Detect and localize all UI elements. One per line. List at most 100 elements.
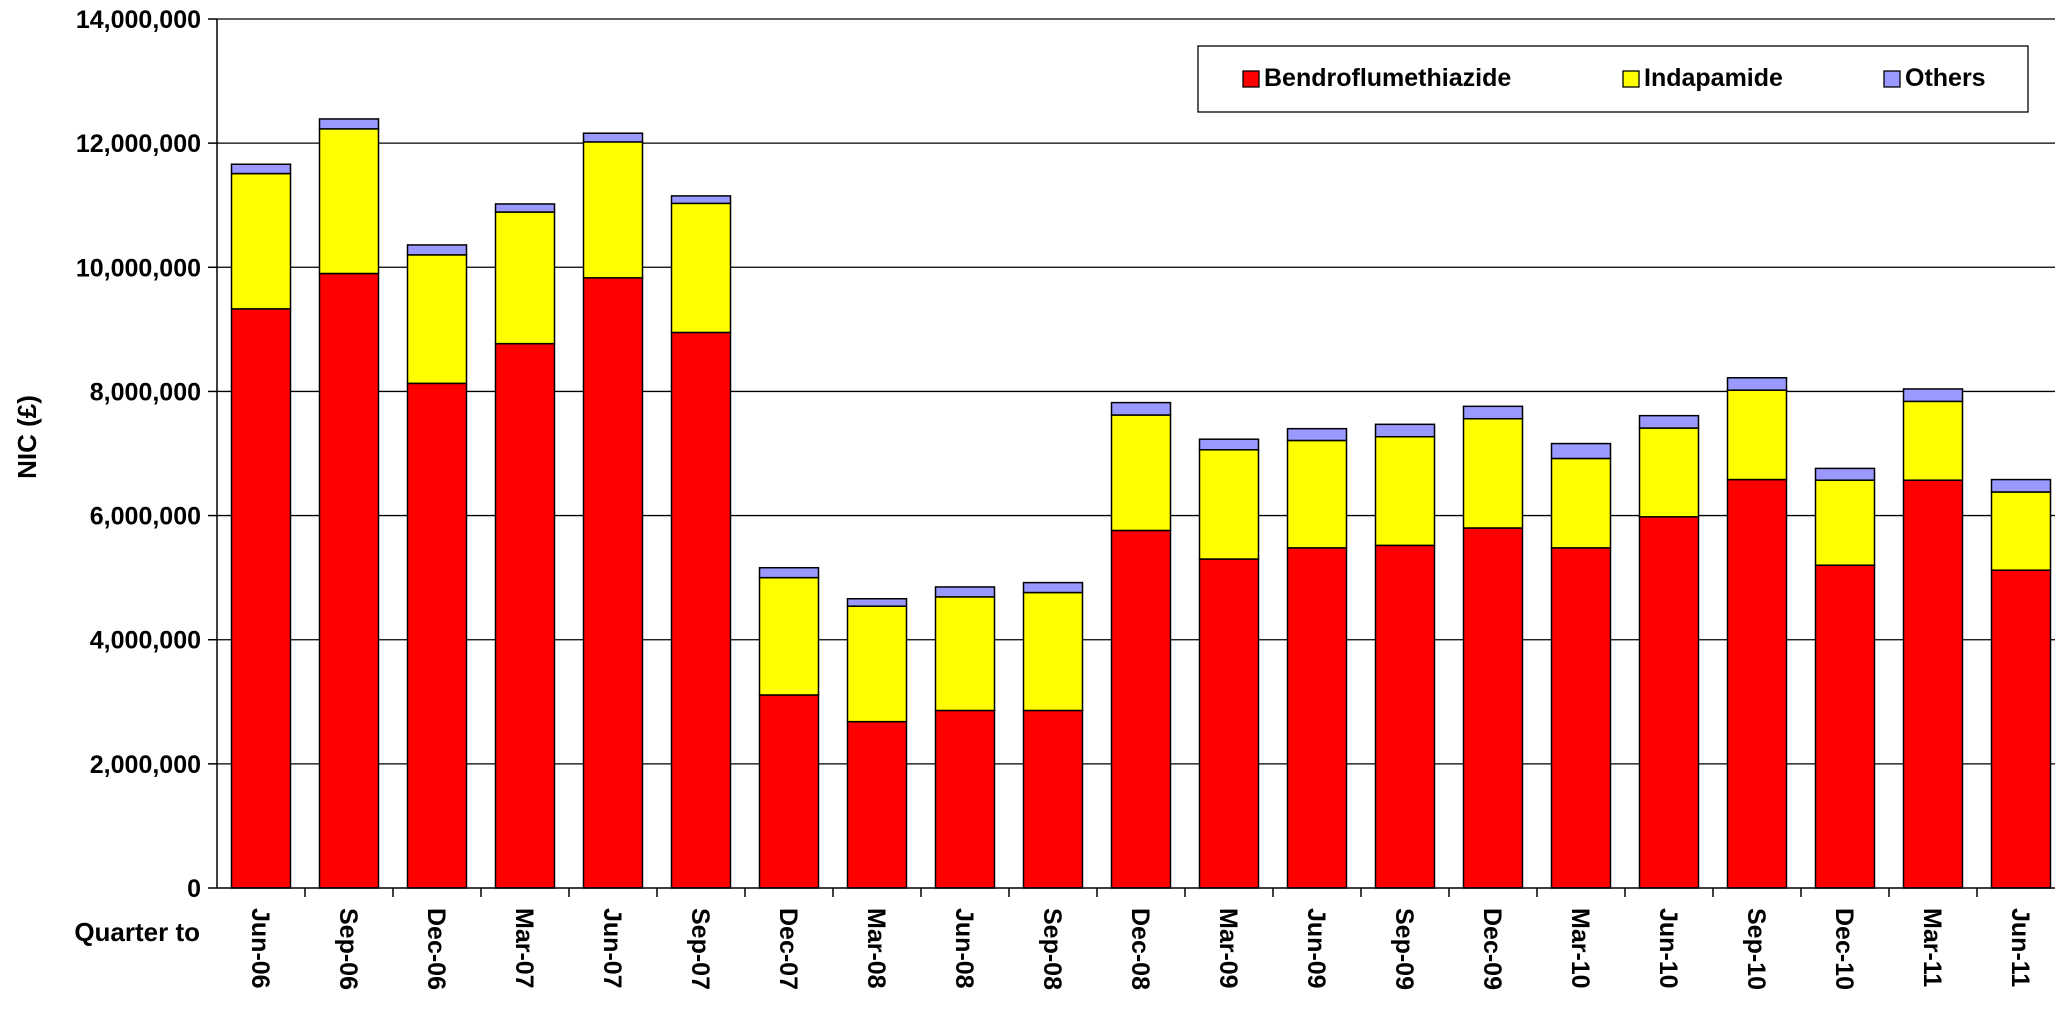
bar-segment	[318, 118, 380, 130]
x-tick-label: Mar-09	[1214, 908, 1242, 989]
bar-segment	[846, 597, 908, 607]
y-tick-label: 12,000,000	[76, 130, 201, 158]
bar-segment	[1110, 529, 1172, 889]
y-tick-label: 4,000,000	[90, 627, 201, 655]
x-tick-label: Dec-10	[1830, 908, 1858, 990]
bars	[230, 118, 2052, 889]
bar-segment	[758, 576, 820, 696]
x-tick-label: Sep-08	[1038, 908, 1066, 990]
bar-segment	[1286, 547, 1348, 889]
bar-segment	[1374, 544, 1436, 889]
bar-segment	[406, 382, 468, 889]
bar-segment	[670, 202, 732, 334]
bar-segment	[1550, 547, 1612, 889]
bar-segment	[1022, 581, 1084, 594]
bar-segment	[1022, 709, 1084, 889]
bar-segment	[1814, 564, 1876, 889]
x-tick-label: Jun-11	[2006, 908, 2034, 987]
legend-swatch	[1622, 70, 1640, 88]
bar-segment	[1638, 414, 1700, 429]
x-tick-label: Jun-09	[1302, 908, 1330, 989]
bar-segment	[1374, 435, 1436, 547]
bar-segment	[846, 605, 908, 723]
bar-segment	[494, 211, 556, 345]
legend-swatch	[1242, 70, 1260, 88]
x-tick-label: Jun-10	[1654, 908, 1682, 989]
bar-segment	[582, 132, 644, 143]
bar-segment	[318, 272, 380, 889]
legend-label: Others	[1905, 64, 1986, 92]
bar-segment	[934, 586, 996, 598]
bar-segment	[1110, 414, 1172, 532]
legend-label: Indapamide	[1644, 64, 1783, 92]
x-tick-label: Mar-07	[510, 908, 538, 989]
x-tick-label: Jun-06	[246, 908, 274, 989]
bar-segment	[230, 172, 292, 310]
bar-segment	[1814, 479, 1876, 566]
legend-label: Bendroflumethiazide	[1264, 64, 1511, 92]
bar-segment	[1726, 389, 1788, 481]
bar-segment	[1990, 491, 2052, 571]
bar-segment	[494, 203, 556, 213]
y-tick-label: 0	[187, 875, 201, 903]
x-tick-label: Sep-07	[686, 908, 714, 990]
x-tick-label: Mar-10	[1566, 908, 1594, 989]
bar-segment	[1022, 591, 1084, 712]
legend-swatch	[1883, 70, 1901, 88]
bar-segment	[406, 244, 468, 256]
bar-segment	[1198, 438, 1260, 451]
y-axis-label: NIC (£)	[12, 395, 42, 479]
bar-segment	[1902, 400, 1964, 481]
bar-segment	[934, 596, 996, 712]
y-tick-label: 8,000,000	[90, 378, 201, 406]
bar-segment	[1638, 427, 1700, 518]
x-tick-label: Sep-09	[1390, 908, 1418, 990]
x-tick-label: Dec-09	[1478, 908, 1506, 990]
bar-segment	[1990, 569, 2052, 889]
y-tick-label: 10,000,000	[76, 254, 201, 282]
axes: 0 2,000,000 4,000,000 6,000,000 8,000,000 10,…	[76, 6, 2055, 990]
x-tick-label: Mar-11	[1918, 908, 1946, 987]
bar-segment	[1462, 417, 1524, 529]
bar-segment	[1902, 388, 1964, 403]
bar-segment	[1110, 401, 1172, 416]
bar-segment	[1286, 427, 1348, 442]
x-tick-label: Dec-08	[1126, 908, 1154, 990]
bar-segment	[1198, 449, 1260, 560]
bar-segment	[1902, 479, 1964, 889]
bar-segment	[1726, 377, 1788, 391]
bar-segment	[582, 141, 644, 279]
x-tick-label: Dec-06	[422, 908, 450, 990]
bar-segment	[1550, 442, 1612, 460]
bar-segment	[846, 720, 908, 889]
bar-segment	[494, 342, 556, 889]
bar-segment	[670, 195, 732, 205]
bar-segment	[758, 566, 820, 579]
x-tick-label: Jun-08	[950, 908, 978, 989]
bar-segment	[1990, 478, 2052, 493]
bar-segment	[1286, 439, 1348, 549]
x-tick-label: Sep-06	[334, 908, 362, 990]
x-tick-label: Dec-07	[774, 908, 802, 990]
bar-segment	[1462, 527, 1524, 889]
bar-segment	[406, 254, 468, 385]
bar-segment	[1198, 558, 1260, 889]
bar-segment	[1726, 478, 1788, 889]
bar-segment	[670, 331, 732, 889]
y-tick-label: 14,000,000	[76, 6, 201, 34]
bar-segment	[758, 694, 820, 889]
x-tick-label: Sep-10	[1742, 908, 1770, 990]
bar-segment	[230, 308, 292, 889]
bar-segment	[582, 277, 644, 889]
bar-segment	[1814, 467, 1876, 481]
bar-segment	[230, 163, 292, 175]
y-tick-label: 2,000,000	[90, 751, 201, 779]
bar-segment	[1638, 516, 1700, 889]
x-tick-label: Jun-07	[598, 908, 626, 989]
legend: Bendroflumethiazide Indapamide Others	[1197, 45, 2029, 113]
bar-segment	[1550, 457, 1612, 549]
bar-segment	[318, 128, 380, 275]
bar-segment	[1462, 405, 1524, 420]
